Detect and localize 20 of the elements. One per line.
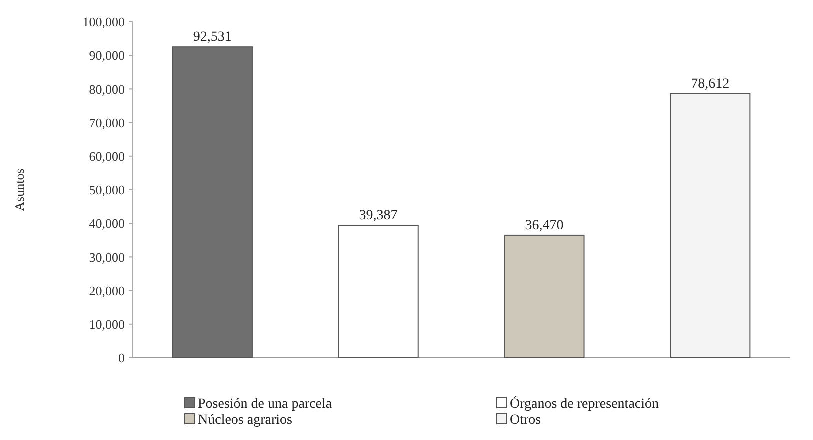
y-tick-label: 10,000	[89, 316, 125, 332]
y-tick-label: 70,000	[89, 115, 125, 130]
y-tick-label: 100,000	[82, 14, 125, 30]
y-tick-label: 50,000	[89, 182, 125, 198]
text: 78,612	[691, 76, 730, 92]
y-axis-title: Asuntos	[12, 168, 27, 212]
y-tick-label: 40,000	[89, 216, 125, 232]
y-tick-label: 90,000	[89, 48, 125, 64]
y-tick-label: 0	[118, 350, 125, 366]
legend-label: Otros	[510, 413, 542, 428]
y-tick-label: 60,000	[89, 148, 125, 164]
y-tick-label: 80,000	[89, 82, 125, 97]
text: 36,470	[525, 218, 564, 234]
y-tick-label: 20,000	[89, 283, 125, 298]
text: 39,387	[359, 208, 398, 224]
legend-label: Posesión de una parcela	[198, 397, 333, 412]
legend-label: Núcleos agrarios	[198, 413, 292, 428]
text: 92,531	[193, 30, 232, 46]
y-tick-label: 30,000	[89, 250, 125, 265]
legend-label: Órganos de representación	[510, 395, 660, 412]
